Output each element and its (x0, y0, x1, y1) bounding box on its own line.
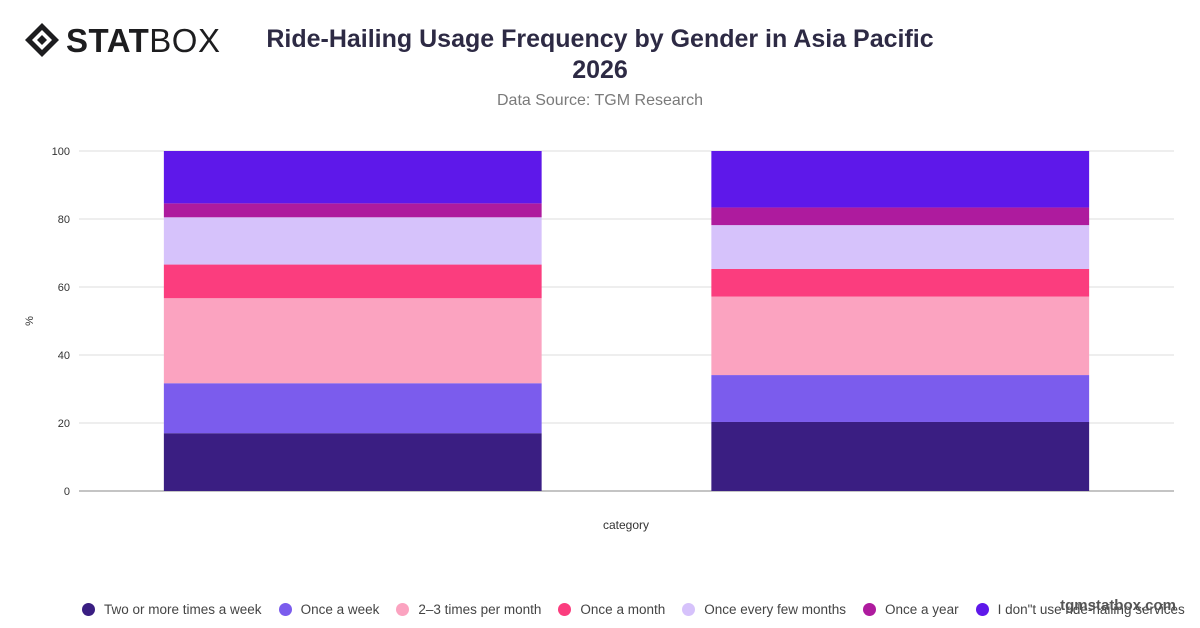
legend-swatch (396, 603, 410, 616)
legend-item: Once a month (558, 602, 665, 617)
bar-segment (163, 217, 542, 265)
legend-swatch (558, 603, 572, 616)
bar-segment (711, 225, 1090, 269)
x-axis-label: category (603, 518, 649, 532)
bar-segment (711, 375, 1090, 422)
y-tick-label: 80 (58, 214, 70, 226)
legend-swatch (682, 603, 696, 616)
bar-segment (711, 151, 1090, 208)
y-tick-label: 100 (52, 146, 70, 158)
legend-swatch (863, 603, 877, 616)
bar-segment (711, 268, 1090, 297)
bar-segment (163, 203, 542, 218)
legend-swatch (278, 603, 292, 616)
bar-segment (163, 383, 542, 434)
legend-item: Once every few months (682, 602, 846, 617)
y-tick-label: 40 (58, 350, 70, 362)
chart-legend: Two or more times a week Once a week 2–3 t… (82, 602, 1200, 617)
legend-item: Once a year (863, 602, 959, 617)
y-tick-label: 0 (64, 486, 70, 498)
chart-title: Ride-Hailing Usage Frequency by Gender i… (266, 25, 934, 84)
bar-segment (711, 207, 1090, 226)
bar-segment (163, 298, 542, 384)
legend-item: Two or more times a week (82, 602, 262, 617)
y-tick-label: 60 (58, 282, 70, 294)
bar-segment (711, 296, 1090, 376)
legend-item: I don"t use ride-hailing services (975, 602, 1185, 617)
y-axis-label: % (24, 316, 36, 326)
statbox-logo: STATBOX (24, 22, 220, 58)
legend-label: Once every few months (704, 602, 847, 617)
chart-subtitle: Data Source: TGM Research (496, 92, 703, 109)
legend-swatch (975, 603, 989, 616)
watermark: tgmstatbox.com (1060, 597, 1176, 614)
bar-segment (711, 421, 1090, 491)
legend-label: Once a year (885, 602, 959, 617)
logo-wordmark: STATBOX (66, 21, 221, 59)
legend-item: Once a week (278, 602, 380, 617)
legend-label: Two or more times a week (104, 602, 262, 617)
bar-segment (163, 151, 542, 204)
legend-label: Once a week (300, 602, 380, 617)
legend-swatch (82, 603, 95, 616)
bar-segment (163, 433, 542, 491)
legend-label: 2–3 times per month (418, 602, 542, 617)
legend-item: 2–3 times per month (396, 602, 541, 617)
legend-label: I don"t use ride-hailing services (997, 602, 1185, 617)
diamond-logo-icon (25, 23, 59, 57)
legend-label: Once a month (580, 602, 666, 617)
y-tick-label: 20 (58, 418, 70, 430)
bar-segment (163, 264, 542, 299)
